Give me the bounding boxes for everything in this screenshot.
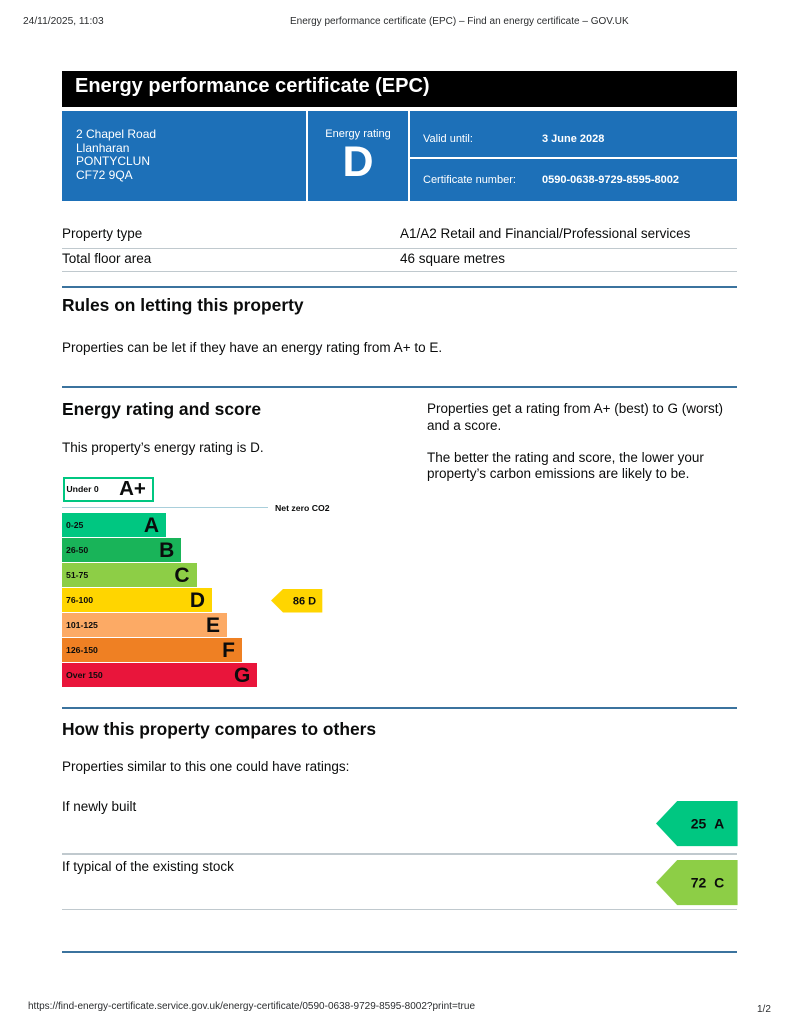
svg-text:86 D: 86 D (292, 596, 315, 608)
svg-text:25 A: 25 A (691, 815, 724, 831)
svg-text:72 C: 72 C (691, 874, 724, 890)
